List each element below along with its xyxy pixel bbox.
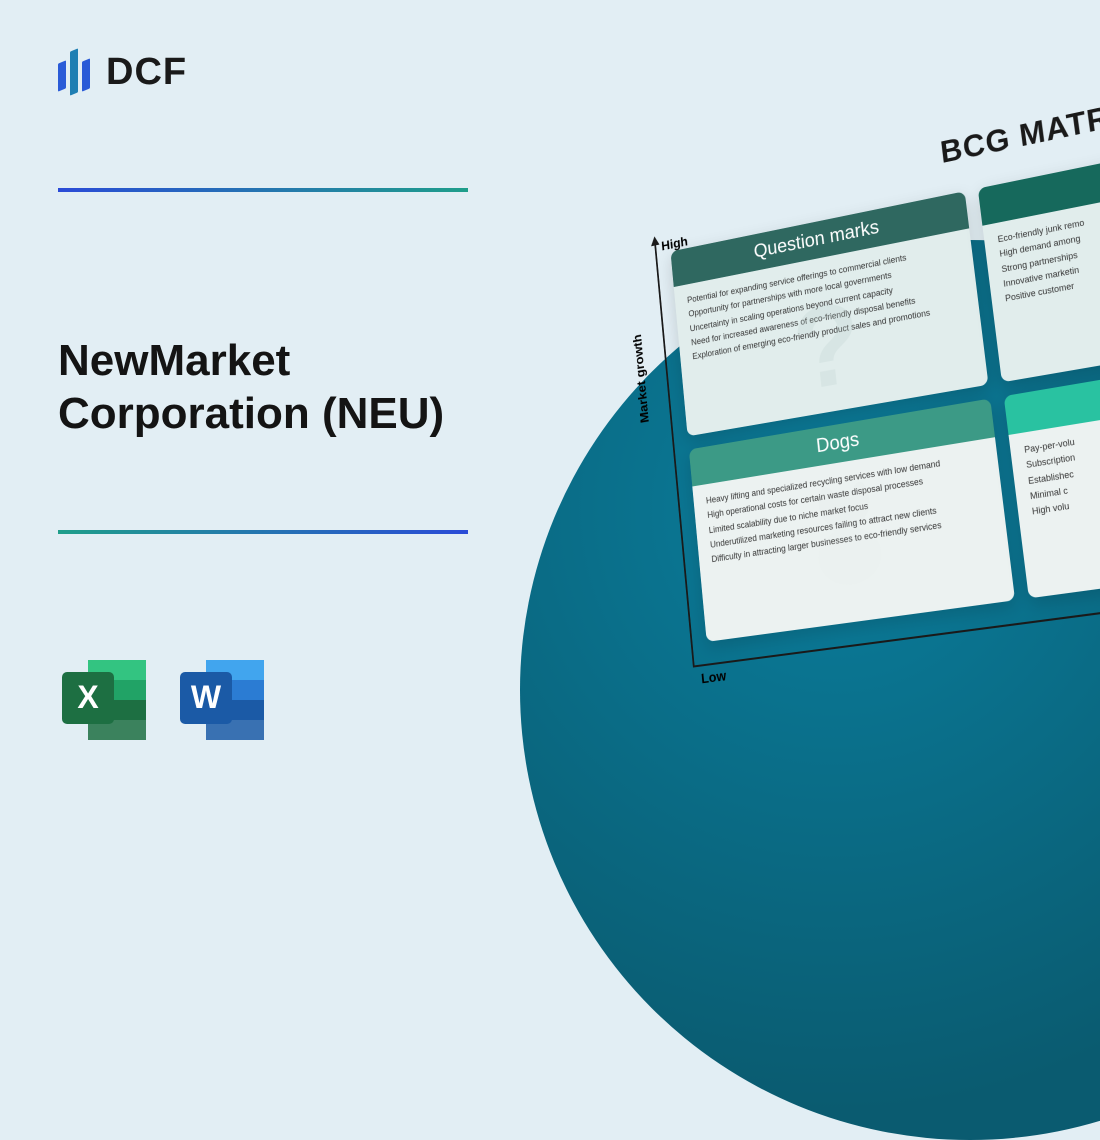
svg-text:W: W: [191, 679, 222, 715]
quadrant-cash_cows: Pay-per-voluSubscriptionEstablishecMinim…: [1004, 354, 1100, 599]
y-axis-low-label: Low: [700, 667, 726, 686]
quadrant-dogs: Dogs Heavy lifting and specialized recyc…: [689, 398, 1015, 641]
page: DCF NewMarket Corporation (NEU) X W BCG …: [0, 0, 1100, 805]
file-icons-row: X W: [58, 654, 272, 751]
svg-text:X: X: [77, 679, 99, 715]
word-icon: W: [176, 654, 272, 751]
excel-icon: X: [58, 654, 154, 751]
dcf-logo-mark: [58, 46, 96, 98]
page-title: NewMarket Corporation (NEU): [58, 335, 518, 441]
bcg-matrix: BCG MATRIX High Low Market growth Market…: [632, 75, 1100, 680]
dcf-logo: DCF: [58, 46, 187, 98]
dcf-logo-text: DCF: [106, 51, 187, 94]
divider-top: [58, 188, 468, 192]
quadrant-stars: Eco-friendly junk remoHigh demand amongS…: [978, 138, 1100, 382]
divider-bottom: [58, 530, 468, 534]
quadrant-question_marks: Question marks?Potential for expanding s…: [670, 191, 988, 436]
